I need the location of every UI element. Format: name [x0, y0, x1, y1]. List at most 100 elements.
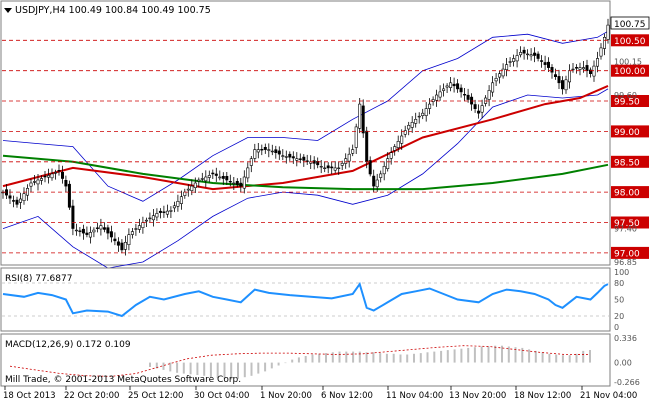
- dropdown-triangle-icon[interactable]: [4, 8, 12, 13]
- candle-body: [57, 170, 61, 172]
- candle-body: [197, 179, 201, 182]
- candle-body: [18, 198, 22, 203]
- candle-body: [92, 229, 96, 233]
- candle-body: [60, 172, 64, 179]
- macd-histogram-bar: [304, 356, 307, 363]
- macd-histogram-bar: [561, 355, 564, 363]
- candle-body: [246, 167, 250, 179]
- rsi-header: RSI(8) 77.6877: [5, 274, 72, 284]
- candle-body: [46, 175, 50, 178]
- level-price-box: [611, 95, 649, 107]
- time-tick-label: 1 Nov 20:00: [260, 391, 312, 400]
- candle-body: [452, 83, 456, 87]
- candle-body: [102, 227, 106, 230]
- macd-histogram-bar: [399, 354, 402, 363]
- candle-body: [127, 234, 131, 245]
- candle-body: [487, 90, 491, 100]
- candle-body: [337, 167, 341, 169]
- candle-body: [218, 176, 222, 179]
- macd-histogram-bar: [541, 352, 544, 363]
- price-panel-frame: [0, 0, 611, 266]
- candle-body: [204, 176, 208, 182]
- candle-body: [421, 112, 425, 116]
- time-tick-label: 11 Nov 04:00: [386, 391, 443, 400]
- macd-histogram-bar: [440, 350, 443, 363]
- macd-histogram-bar: [406, 354, 409, 363]
- macd-histogram-bar: [209, 362, 212, 378]
- candle-body: [445, 85, 449, 88]
- candle-body: [330, 166, 334, 169]
- candle-body: [414, 119, 418, 124]
- macd-histogram-bar: [480, 346, 483, 363]
- macd-histogram-bar: [392, 353, 395, 363]
- macd-histogram-bar: [237, 362, 239, 379]
- candle-body: [508, 61, 512, 63]
- candle-body: [169, 210, 173, 212]
- candle-body: [543, 62, 547, 65]
- macd-histogram-bar: [345, 351, 348, 363]
- level-price-label: 99.00: [614, 128, 640, 138]
- macd-histogram-bar: [169, 362, 172, 372]
- rsi-tick-label: 20: [614, 312, 624, 321]
- candle-body: [228, 181, 232, 183]
- candle-body: [571, 68, 575, 71]
- candle-body: [557, 76, 561, 84]
- candle-body: [546, 61, 550, 68]
- candle-body: [113, 238, 117, 242]
- rsi-panel: 100 80 50 20 0 RSI(8) 77.6877: [0, 267, 629, 332]
- candle-body: [606, 24, 610, 40]
- candle-body: [595, 58, 599, 67]
- candle-body: [298, 158, 302, 160]
- candle-body: [567, 70, 571, 83]
- level-price-box: [611, 34, 649, 47]
- price-tick-label: 100.15: [614, 58, 642, 67]
- open-value: 100.49: [69, 5, 102, 16]
- candle-body: [365, 130, 369, 163]
- candle-body: [494, 78, 498, 82]
- rsi-tick-label: 0: [614, 323, 619, 332]
- macd-histogram-bar: [568, 355, 571, 363]
- candle-body: [267, 149, 271, 151]
- candle-body: [340, 163, 344, 166]
- candle-body: [123, 242, 127, 250]
- macd-histogram-bar: [352, 351, 355, 363]
- candle-body: [284, 156, 288, 158]
- candle-body: [141, 222, 145, 228]
- candle-body: [176, 201, 180, 207]
- candle-body: [120, 242, 124, 251]
- candle-body: [424, 108, 428, 116]
- candle-body: [193, 182, 197, 188]
- macd-histogram-bar: [331, 352, 334, 363]
- macd-histogram-bar: [216, 362, 219, 378]
- candle-body: [183, 191, 187, 196]
- rsi-tick-label: 80: [614, 279, 624, 288]
- candle-body: [15, 199, 19, 205]
- time-tick-label: 6 Nov 12:00: [321, 391, 373, 400]
- level-price-label: 98.50: [614, 158, 640, 168]
- candle-body: [323, 167, 327, 169]
- candle-body: [574, 67, 578, 69]
- candle-body: [463, 94, 467, 96]
- macd-histogram-bar: [446, 350, 449, 363]
- candle-body: [71, 205, 75, 229]
- macd-histogram-bar: [318, 353, 321, 363]
- candle-body: [578, 67, 582, 70]
- candle-body: [403, 130, 407, 135]
- level-price-box: [611, 64, 649, 77]
- candle-body: [109, 231, 113, 238]
- macd-histogram-bar: [507, 346, 510, 363]
- candle-body: [533, 52, 537, 56]
- level-price-box: [611, 216, 649, 229]
- copyright-label: Mill Trade, © 2001-2013 MetaQuotes Softw…: [5, 375, 241, 385]
- rsi-tick-label: 100: [614, 268, 629, 277]
- candle-body: [22, 193, 26, 201]
- candle-body: [588, 69, 592, 75]
- candle-body: [277, 150, 281, 155]
- candle-body: [179, 196, 183, 204]
- macd-histogram-bar: [182, 362, 185, 374]
- time-tick-label: 25 Oct 12:00: [128, 391, 183, 400]
- macd-histogram-bar: [514, 347, 517, 363]
- macd-histogram-bar: [284, 362, 287, 364]
- macd-histogram-bar: [223, 362, 226, 379]
